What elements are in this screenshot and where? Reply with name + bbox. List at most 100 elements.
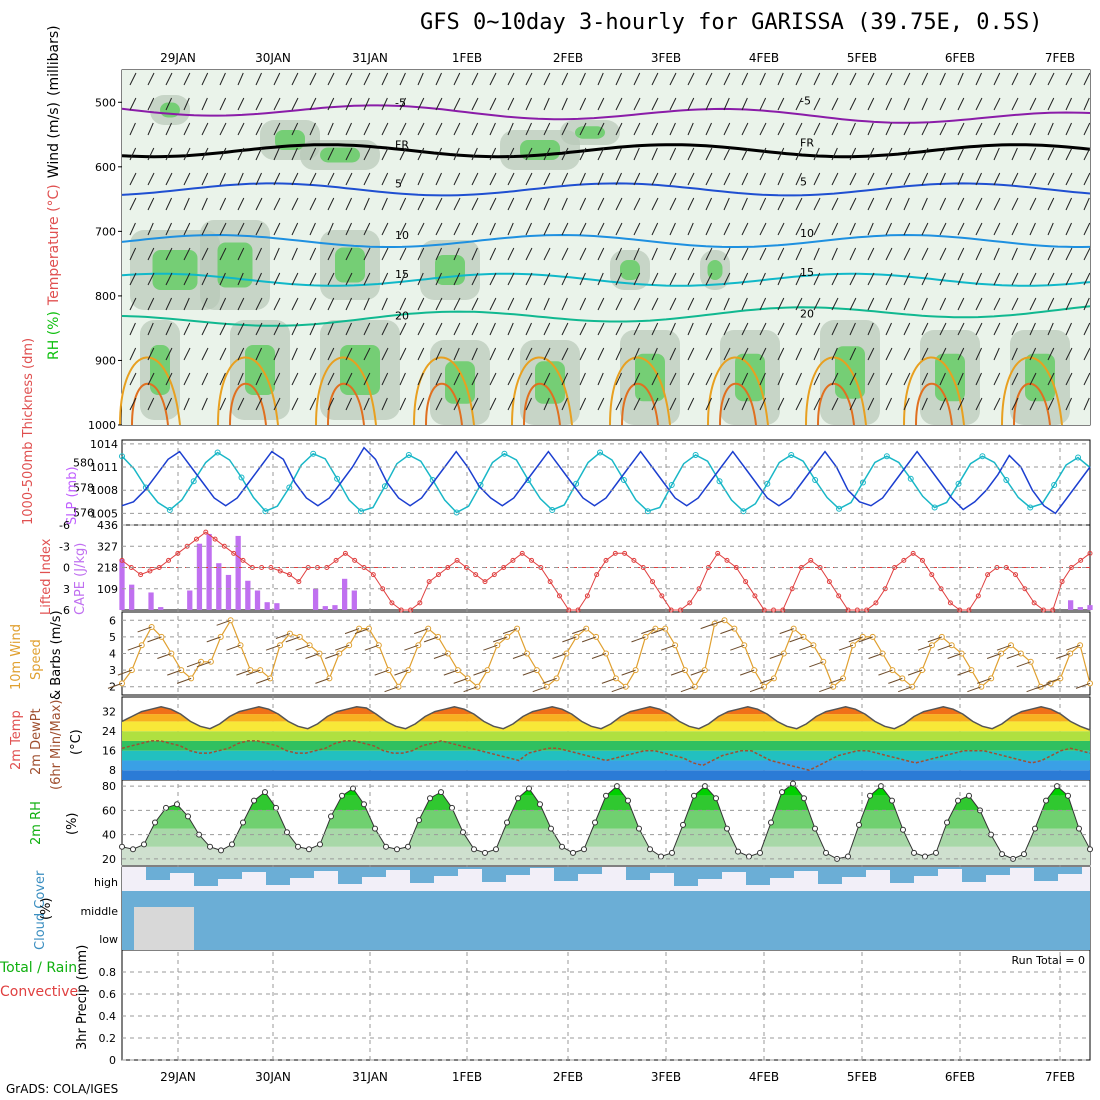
wind-barb [147, 347, 155, 361]
wind-barb [795, 397, 803, 411]
warm-contour [621, 382, 659, 426]
wind-barb [507, 72, 515, 86]
wind-barb [759, 372, 766, 386]
cloud-high-bar [746, 867, 770, 885]
wind-barb [309, 97, 317, 111]
wind-barb [885, 222, 892, 236]
wind-barb [939, 197, 947, 211]
wind-barb [759, 297, 767, 311]
wind-barb [489, 222, 496, 236]
wind-barb [435, 347, 443, 361]
wind-barb [1083, 247, 1091, 261]
wind-barb [309, 297, 317, 311]
wind-barb [273, 247, 280, 261]
wind-barb [867, 72, 875, 86]
warm-contour [119, 356, 181, 426]
wind-barb [399, 347, 407, 361]
wind-barb-10m [947, 653, 962, 659]
wind-barb [273, 297, 281, 311]
wind-barb [201, 347, 209, 361]
wind-barb [939, 72, 946, 86]
wind-barb [381, 122, 389, 136]
rh-point [284, 829, 290, 836]
wind-barb [327, 347, 335, 361]
wind-barb [993, 222, 1001, 236]
wind-barb [219, 72, 226, 86]
thickness-point [597, 449, 604, 456]
wind-barb-10m [621, 669, 636, 676]
wind-barb [939, 172, 946, 186]
wind-barb [885, 397, 893, 411]
lifted-index-point [426, 579, 432, 585]
rh-point [625, 797, 631, 804]
wind-barb [705, 397, 713, 411]
temp-band [122, 714, 1090, 722]
wind-barb [957, 72, 964, 86]
wind-barb [237, 197, 245, 211]
run-total-label: Run Total = 0 [1012, 954, 1086, 967]
wind-barb [183, 272, 191, 286]
wind-barb [1083, 222, 1091, 236]
wind-barb [705, 272, 713, 286]
wind-barb [309, 147, 317, 161]
wind-barb [147, 322, 154, 336]
wind-barb [759, 122, 767, 136]
wind-barb [453, 147, 460, 161]
temp-ytick-label: 16 [102, 745, 116, 758]
wind-barb [1047, 122, 1054, 136]
wind-barb [201, 197, 208, 211]
wind-barb [543, 147, 551, 161]
wind-barb [327, 72, 335, 86]
wind-barb [201, 147, 209, 161]
wind-barb [723, 72, 731, 86]
wind-barb [777, 372, 784, 386]
wind-barb [309, 197, 317, 211]
wind-barb [669, 397, 677, 411]
rh-point [856, 821, 862, 828]
lifted-index-point [1040, 607, 1046, 613]
wind-barb [795, 347, 803, 361]
wind-barb [381, 397, 388, 411]
wind-barb [633, 147, 640, 161]
wind-barb [921, 322, 929, 336]
temperature-contour-label: 5 [395, 177, 402, 190]
lifted-index-point [650, 579, 656, 585]
cloud-high-bar [386, 867, 410, 870]
upper-ylabel-part: RH (%) [46, 311, 62, 360]
grads-credit: GrADS: COLA/IGES [6, 1082, 119, 1096]
lifted-index-point [947, 600, 953, 606]
wind-barb [291, 72, 299, 86]
lifted-index-point [845, 607, 851, 613]
wind-barb [795, 72, 802, 86]
wind-barb-10m [176, 677, 192, 684]
warm-contour [1013, 382, 1051, 426]
date-label-top: 7FEB [1045, 51, 1075, 65]
lifted-index-line [121, 531, 1091, 611]
wind-barb [993, 97, 1001, 111]
wind-barb [687, 122, 694, 136]
wind-barb [1011, 347, 1018, 361]
wind-barb [183, 72, 191, 86]
wind-barb-10m [710, 619, 725, 626]
wind-barb [903, 297, 910, 311]
lifted-index-point [519, 550, 525, 556]
wind-barb [867, 197, 875, 211]
wind-barb [777, 272, 784, 286]
wind-barb [273, 147, 280, 161]
wind-ylabel-c: & Barbs (m/s) [49, 610, 64, 700]
wind-barb [579, 172, 586, 186]
lifted-index-point [529, 557, 535, 563]
thickness-point [716, 478, 723, 485]
wind-barb [255, 97, 263, 111]
wind-barb [1083, 172, 1091, 186]
wind-barb [291, 297, 299, 311]
wind-barb [273, 372, 281, 386]
wind-barb [345, 122, 352, 136]
wind-barb [417, 172, 424, 186]
wind-barb [399, 147, 407, 161]
lifted-index-point [556, 593, 562, 599]
cape-bar [332, 605, 338, 610]
wind-barb [363, 72, 371, 86]
wind-barb [885, 347, 893, 361]
wind-barb [813, 347, 820, 361]
